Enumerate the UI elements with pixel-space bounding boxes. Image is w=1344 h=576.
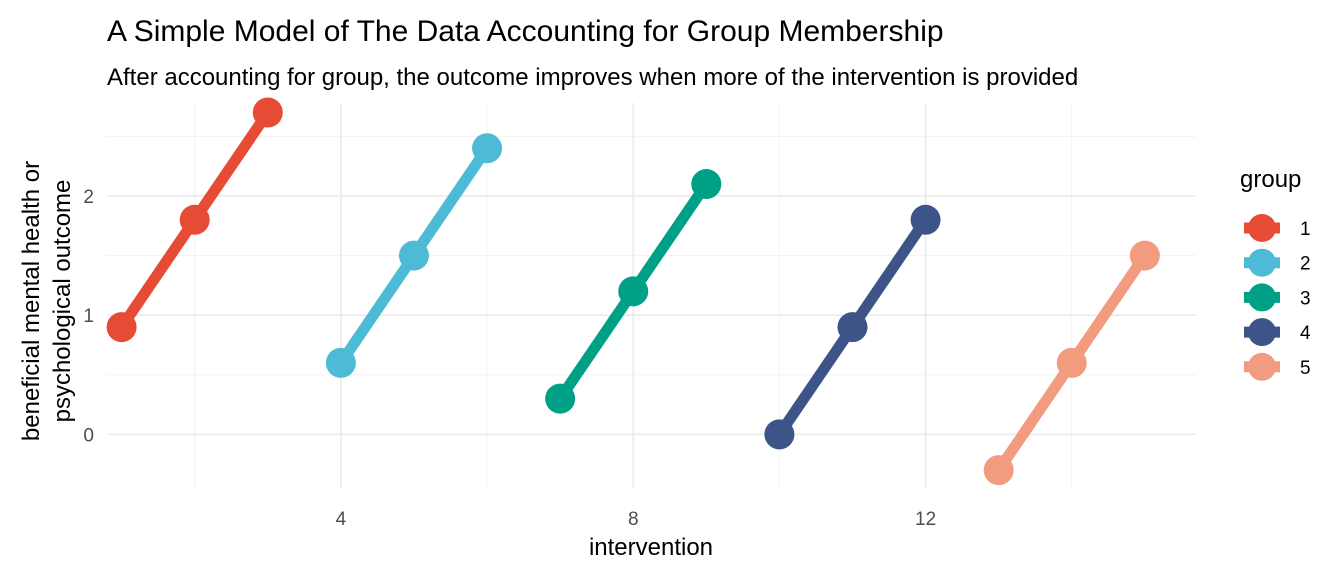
data-point xyxy=(764,419,795,450)
data-point xyxy=(545,383,576,414)
x-tick-label: 12 xyxy=(915,509,936,530)
data-point xyxy=(252,97,283,128)
y-tick-label: 2 xyxy=(83,187,94,208)
y-axis-title-line-1: beneficial mental health or xyxy=(18,161,45,441)
y-tick-label: 0 xyxy=(83,425,94,446)
series-5 xyxy=(983,240,1160,486)
x-tick-label: 4 xyxy=(336,509,347,530)
x-axis-ticks: 4 8 12 xyxy=(336,509,937,530)
legend-label: 2 xyxy=(1300,254,1311,275)
series-3 xyxy=(545,169,722,414)
data-point xyxy=(837,312,868,343)
data-point xyxy=(1056,347,1087,378)
data-point xyxy=(618,276,649,307)
legend: 1 2 3 4 5 xyxy=(1244,214,1311,381)
data-point xyxy=(398,240,429,271)
y-axis-ticks: 0 1 2 xyxy=(83,187,94,446)
legend-item-3: 3 xyxy=(1244,283,1311,312)
legend-key-point xyxy=(1248,214,1276,242)
legend-item-2: 2 xyxy=(1244,248,1311,277)
data-point xyxy=(325,347,356,378)
data-point xyxy=(179,204,210,235)
legend-title: group xyxy=(1240,166,1301,193)
data-point xyxy=(910,204,941,235)
series-4 xyxy=(764,204,941,450)
chart-subtitle: After accounting for group, the outcome … xyxy=(107,64,1078,91)
x-tick-label: 8 xyxy=(628,509,639,530)
legend-label: 5 xyxy=(1300,358,1311,379)
series-1 xyxy=(106,97,283,343)
legend-key-point xyxy=(1248,318,1276,347)
legend-label: 4 xyxy=(1300,323,1311,344)
series-2 xyxy=(325,133,503,378)
legend-label: 1 xyxy=(1300,219,1311,240)
series-group xyxy=(106,97,1160,486)
grid xyxy=(107,103,1196,488)
legend-label: 3 xyxy=(1300,288,1311,309)
data-point xyxy=(1129,240,1160,271)
data-point xyxy=(983,455,1014,486)
data-point xyxy=(106,312,137,343)
y-tick-label: 1 xyxy=(83,306,94,327)
legend-key-point xyxy=(1248,248,1276,277)
y-axis-title-line-2: psychological outcome xyxy=(49,180,76,423)
legend-key-point xyxy=(1248,352,1276,381)
legend-item-4: 4 xyxy=(1244,318,1311,347)
data-point xyxy=(691,169,722,200)
x-axis-title: intervention xyxy=(589,534,713,561)
legend-item-1: 1 xyxy=(1244,214,1311,242)
legend-item-5: 5 xyxy=(1244,352,1311,381)
legend-key-point xyxy=(1248,283,1276,312)
data-point xyxy=(472,133,503,164)
chart-title: A Simple Model of The Data Accounting fo… xyxy=(107,15,944,48)
